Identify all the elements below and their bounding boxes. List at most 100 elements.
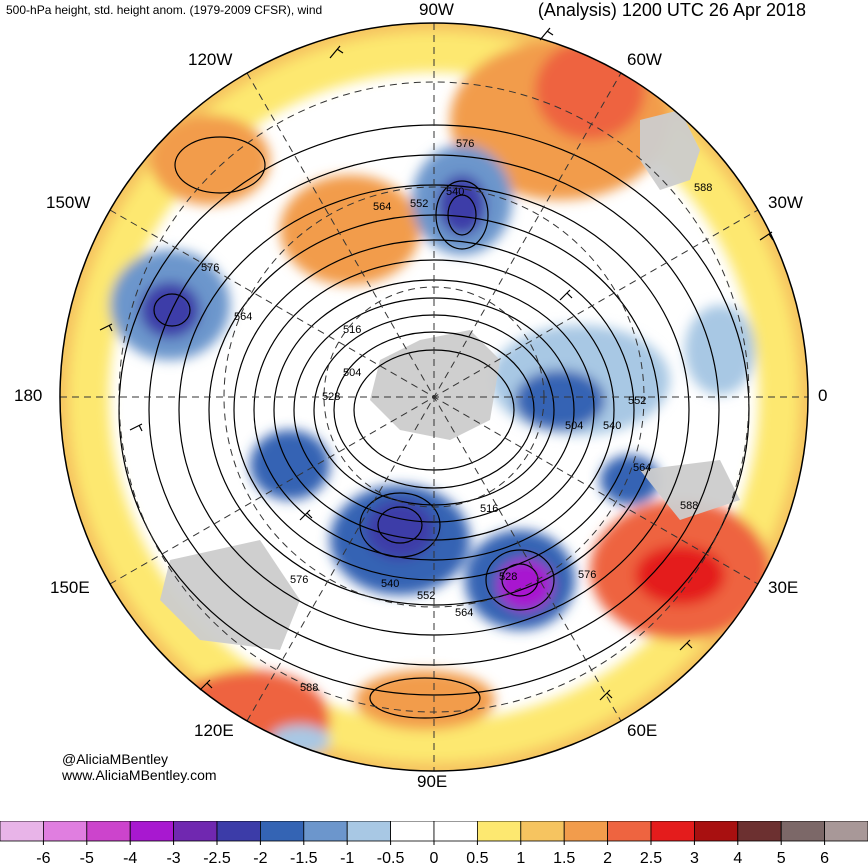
contour-label: 588: [680, 500, 698, 512]
contour-label: 540: [446, 186, 464, 198]
contour-label: 588: [300, 682, 318, 694]
lon-label-90w: 90W: [419, 0, 454, 19]
colorbar-tick-label: 3: [690, 850, 699, 865]
map-border: [59, 22, 809, 772]
strong-negative-anomaly-baffin: [438, 175, 486, 235]
colorbar-tick-label: 1: [516, 850, 525, 865]
map-subtitle: 500-hPa height, std. height anom. (1979-…: [6, 3, 323, 17]
colorbar-swatch: [650, 821, 695, 842]
colorbar-tick-label: -2.5: [203, 850, 231, 865]
contour-label: 516: [343, 324, 361, 336]
asia-land-mask: [160, 540, 300, 650]
colorbar-tick-label: -2: [253, 850, 267, 865]
colorbar-tick-label: -1: [340, 850, 354, 865]
contour-label: 588: [694, 182, 712, 194]
colorbar-swatch: [520, 821, 565, 842]
contour-label: 552: [410, 198, 428, 210]
negative-anomaly-caspian: [600, 455, 660, 505]
colorbar-swatch: [346, 821, 392, 842]
contour-label: 528: [322, 391, 340, 403]
colorbar-swatch: [86, 821, 131, 842]
iceland-land-mask: [640, 110, 700, 190]
colorbar-tick-label: -4: [123, 850, 137, 865]
colorbar-swatch: [0, 821, 44, 842]
colorbar-swatch: [216, 821, 261, 842]
lon-label-180: 180: [14, 386, 43, 405]
weak-negative-anomaly-asia: [270, 725, 330, 755]
colorbar-swatch: [607, 821, 652, 842]
colorbar-swatch: [433, 821, 478, 842]
colorbar-swatch: [780, 821, 826, 842]
contour-label: 576: [201, 262, 219, 274]
colorbar-tick-label: -0.5: [377, 850, 405, 865]
colorbar-tick-label: 4: [733, 850, 742, 865]
colorbar-swatch: [390, 821, 435, 842]
colorbar-swatch: [129, 821, 174, 842]
contour-label: 540: [381, 578, 399, 590]
colorbar-tick-label: -3: [166, 850, 180, 865]
contour-label: 504: [343, 367, 361, 379]
colorbar-swatch: [824, 821, 868, 842]
strong-negative-anomaly-pacific: [140, 282, 200, 338]
colorbar: -6 -5 -4 -3 -2.5 -2 -1.5 -1 -0.5 0 0.5 1 1.5 2 2.5 3 4 5 6: [0, 821, 868, 865]
colorbar-swatch: [259, 821, 305, 842]
africa-land-mask: [640, 460, 740, 520]
colorbar-tick-label: -6: [36, 850, 50, 865]
contour-label: 516: [480, 503, 498, 515]
contour-label: 504: [565, 420, 583, 432]
arctic-land-mask: [370, 330, 500, 440]
contour-label: 564: [234, 311, 252, 323]
positive-anomaly-canada: [280, 175, 420, 285]
lon-label-120w: 120W: [188, 50, 233, 69]
colorbar-swatch: [43, 821, 88, 842]
lon-label-90e: 90E: [417, 772, 448, 791]
colorbar-swatch: [694, 821, 739, 842]
map-title: (Analysis) 1200 UTC 26 Apr 2018: [537, 0, 806, 20]
lon-label-60e: 60E: [627, 721, 658, 740]
contour-label: 552: [417, 590, 435, 602]
colorbar-swatch: [173, 821, 218, 842]
contour-label: 528: [499, 571, 517, 583]
colorbar-tick-label: 5: [777, 850, 786, 865]
contour-label: 576: [456, 138, 474, 150]
colorbar-swatch: [476, 821, 522, 842]
colorbar-tick-label: -5: [80, 850, 94, 865]
positive-anomaly-alaska: [150, 115, 270, 205]
negative-anomaly-scandinavia: [515, 370, 605, 430]
colorbar-tick-label: 2: [603, 850, 612, 865]
contour-label: 552: [628, 395, 646, 407]
contour-label: 564: [633, 462, 651, 474]
colorbar-swatch: [737, 821, 782, 842]
colorbar-swatch: [303, 821, 348, 842]
strong-negative-anomaly-kazakhstan: [497, 559, 553, 611]
wind-barbs: [99, 27, 774, 701]
lon-label-60w: 60W: [627, 50, 662, 69]
colorbar-tick-label: 0: [430, 850, 439, 865]
lon-label-120e: 120E: [194, 721, 234, 740]
weak-negative-anomaly-atlantic: [685, 305, 755, 395]
contour-label: 540: [603, 420, 621, 432]
colorbar-tick-label: 0.5: [466, 850, 488, 865]
colorbar-tick-label: 1.5: [553, 850, 575, 865]
contour-label: 564: [455, 607, 473, 619]
credit-handle: @AliciaMBentley: [62, 751, 169, 767]
polar-stereographic-map: 576 540 552 564 576 564 516 504 528 504 …: [59, 22, 809, 772]
negative-anomaly-east-siberia: [250, 430, 330, 500]
colorbar-swatch: [563, 821, 609, 842]
credit-website[interactable]: www.AliciaMBentley.com: [62, 767, 217, 783]
lon-label-150w: 150W: [46, 193, 91, 212]
positive-anomaly-india: [355, 670, 495, 730]
colorbar-tick-label: 6: [820, 850, 829, 865]
lon-label-0: 0: [818, 386, 828, 405]
contour-label: 576: [290, 574, 308, 586]
lon-label-30w: 30W: [768, 193, 803, 212]
strong-positive-anomaly: [635, 545, 725, 605]
contour-label: 564: [373, 201, 391, 213]
lon-label-150e: 150E: [50, 578, 90, 597]
strong-negative-anomaly-siberia: [365, 500, 435, 560]
contour-label: 576: [578, 569, 596, 581]
graticule: [60, 23, 808, 771]
colorbar-tick-label: 2.5: [640, 850, 662, 865]
colorbar-tick-label: -1.5: [290, 850, 318, 865]
lon-label-30e: 30E: [768, 578, 799, 597]
